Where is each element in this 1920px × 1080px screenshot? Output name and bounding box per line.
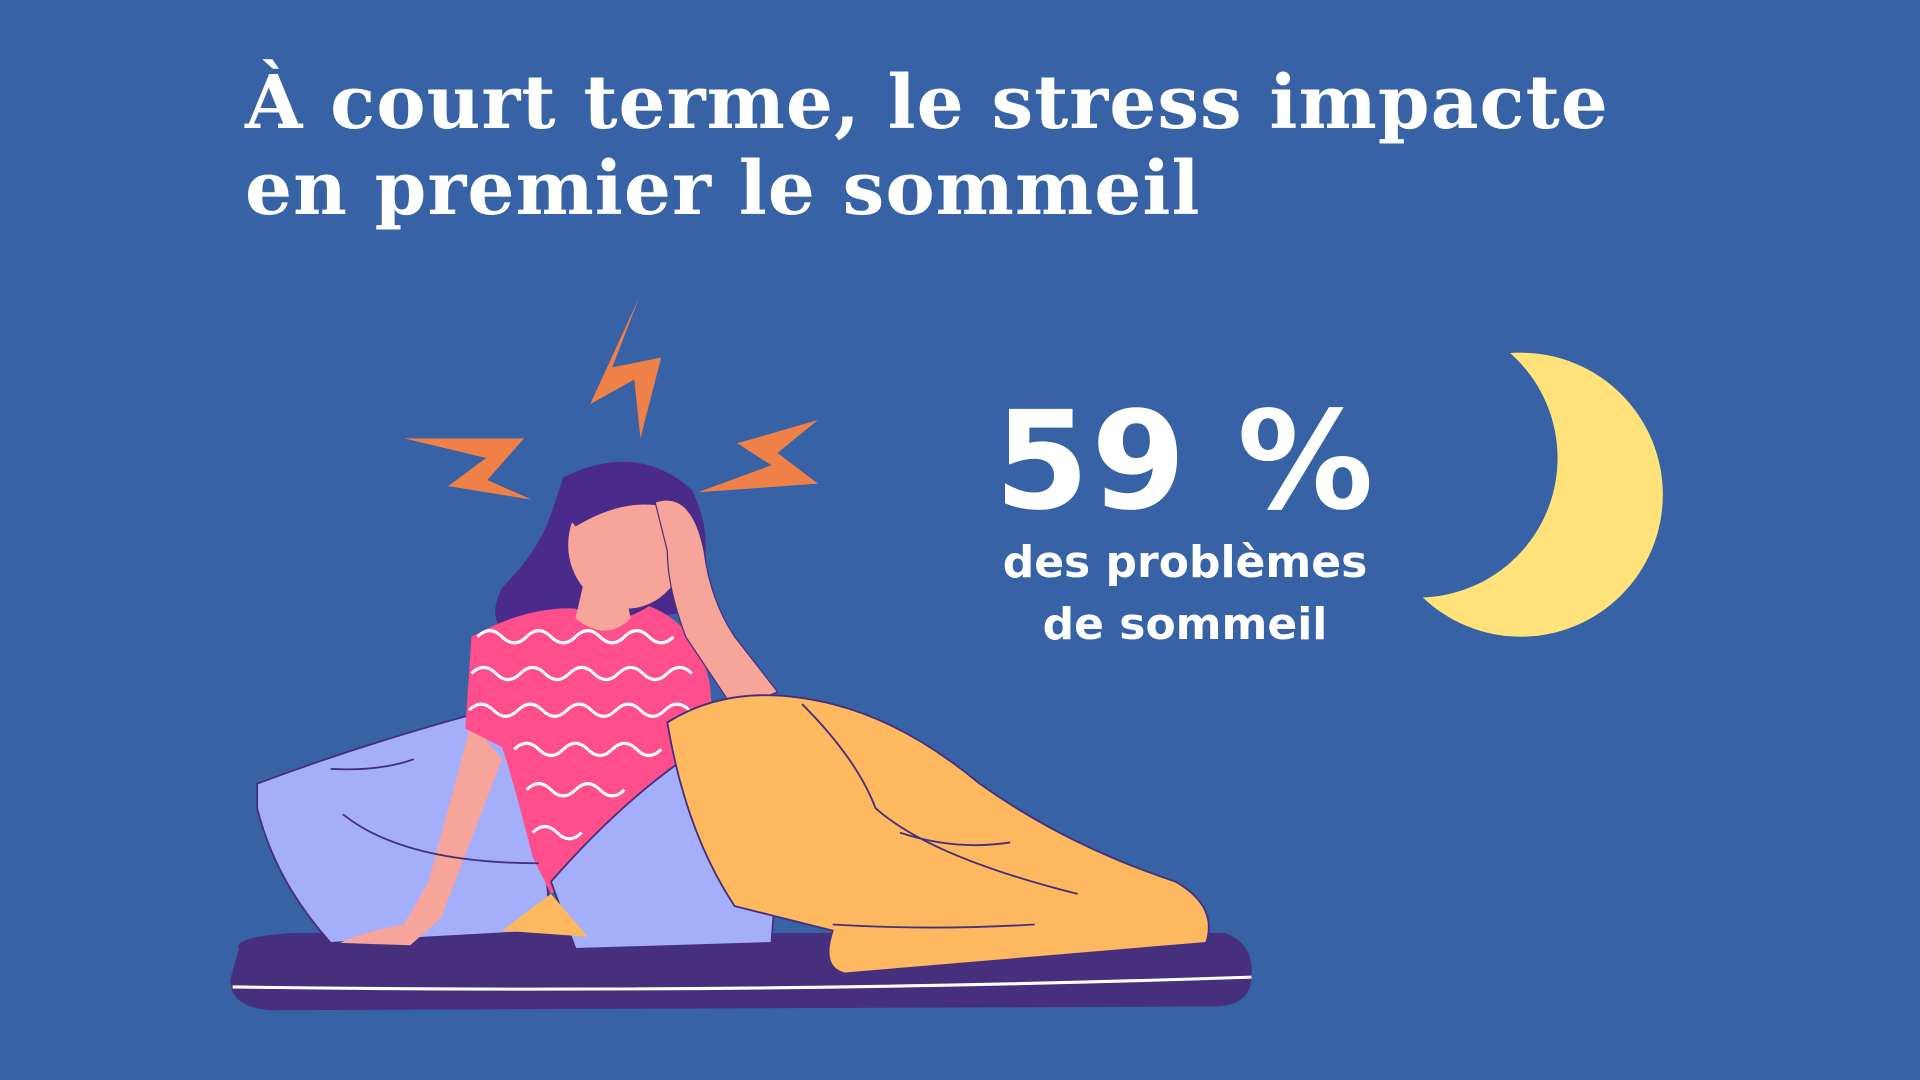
stat-label-line-2: de sommeil: [1042, 599, 1328, 650]
page-title: À court terme, le stress impacte en prem…: [245, 60, 1609, 232]
stat-label-line-1: des problèmes: [1002, 537, 1368, 588]
moon-icon: [1378, 352, 1663, 637]
lightning-bolt-icon: [404, 297, 818, 500]
title-line-1: À court terme, le stress impacte: [245, 60, 1609, 146]
statistic-block: 59 % des problèmes de sommeil: [960, 392, 1410, 656]
stat-value: 59 %: [994, 383, 1376, 541]
blanket: [666, 694, 1210, 975]
title-line-2: en premier le sommeil: [245, 146, 1201, 232]
